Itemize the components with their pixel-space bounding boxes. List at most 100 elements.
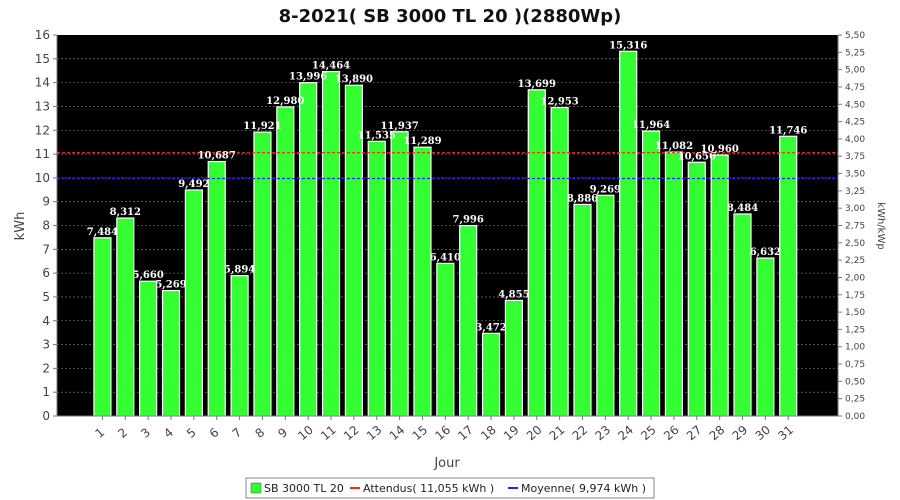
y-tick-label: 8 <box>42 219 50 233</box>
x-tick-label: 14 <box>387 423 408 444</box>
y-tick-label: 15 <box>35 52 50 66</box>
y-right-tick-label: 3,75 <box>845 152 865 162</box>
data-label: 9,269 <box>590 184 621 195</box>
data-label: 7,484 <box>87 227 118 238</box>
bar <box>253 131 272 417</box>
bar <box>161 289 181 417</box>
x-tick-label: 5 <box>184 425 199 441</box>
y-tick-label: 10 <box>35 171 50 185</box>
x-tick-label: 17 <box>455 423 476 444</box>
y-tick-label: 2 <box>42 361 50 375</box>
bar <box>207 160 226 417</box>
x-tick-label: 7 <box>230 425 245 441</box>
y-tick-label: 11 <box>35 147 50 161</box>
data-label: 11,535 <box>358 130 396 141</box>
bar <box>664 151 684 417</box>
y-tick-label: 4 <box>42 314 50 328</box>
x-tick-label: 6 <box>207 425 222 441</box>
x-tick-label: 2 <box>115 425 130 441</box>
legend-frame <box>245 477 655 499</box>
y-right-tick-label: 4,00 <box>845 135 865 145</box>
y-right-tick-label: 3,00 <box>845 204 865 214</box>
y-axis-right-ticks: 0,00 0,25 0,50 0,75 1,00 1,25 1,50 1,75 2,00 2,25… <box>838 31 865 422</box>
y-right-tick-label: 0,00 <box>845 412 865 422</box>
bar <box>184 189 203 417</box>
y-right-tick-label: 5,25 <box>845 48 865 58</box>
data-label: 10,687 <box>198 151 236 162</box>
bar <box>596 194 615 417</box>
bar <box>436 262 455 417</box>
bar <box>367 140 386 417</box>
x-tick-label: 13 <box>364 423 385 444</box>
x-tick-label: 31 <box>775 423 796 444</box>
y-right-tick-label: 0,25 <box>845 395 865 405</box>
data-label: 11,289 <box>403 136 441 147</box>
reference-lines <box>57 152 838 180</box>
data-label: 8,484 <box>727 203 758 214</box>
y-tick-label: 6 <box>42 266 50 280</box>
data-label: 13,996 <box>289 72 327 83</box>
data-label: 9,492 <box>178 179 209 190</box>
bar <box>481 332 501 417</box>
y-tick-label: 0 <box>42 409 50 423</box>
y-tick-label: 12 <box>35 123 50 137</box>
data-label: 5,660 <box>132 270 163 281</box>
y-tick-label: 5 <box>42 290 50 304</box>
y-right-tick-label: 2,00 <box>845 273 865 283</box>
x-tick-label: 25 <box>638 423 659 444</box>
data-label: 11,746 <box>769 125 807 136</box>
x-tick-label: 24 <box>615 423 636 444</box>
x-tick-label: 21 <box>547 423 568 444</box>
y-right-tick-label: 1,25 <box>845 325 865 335</box>
legend-label-average: Moyenne( 9,974 kWh ) <box>521 482 646 495</box>
data-label: 11,082 <box>655 141 693 152</box>
x-tick-label: 10 <box>295 423 316 444</box>
x-tick-label: 30 <box>752 423 773 444</box>
x-tick-label: 3 <box>138 425 153 441</box>
bar <box>733 213 752 417</box>
data-label: 11,964 <box>632 120 670 131</box>
data-label: 7,996 <box>453 215 484 226</box>
x-tick-label: 27 <box>684 423 705 444</box>
y-right-tick-label: 2,50 <box>845 239 865 249</box>
x-tick-label: 15 <box>410 423 431 444</box>
y-right-tick-label: 1,75 <box>845 291 865 301</box>
chart-title: 8-2021( SB 3000 TL 20 )(2880Wp) <box>279 6 622 27</box>
y-right-tick-label: 0,50 <box>845 377 865 387</box>
y-tick-label: 16 <box>35 28 50 42</box>
data-label: 10,656 <box>678 151 716 162</box>
bar <box>619 50 638 417</box>
data-label: 11,921 <box>243 121 281 132</box>
data-label: 8,312 <box>110 207 141 218</box>
bars <box>93 50 798 417</box>
y-right-tick-label: 2,75 <box>845 222 865 232</box>
data-label: 14,464 <box>312 61 350 72</box>
bar <box>299 82 318 417</box>
y-right-tick-label: 4,25 <box>845 118 865 128</box>
data-label: 13,699 <box>518 79 556 90</box>
data-label: 3,472 <box>475 322 506 333</box>
y-tick-label: 7 <box>42 242 50 256</box>
bar <box>459 224 478 417</box>
data-label: 12,980 <box>266 96 304 107</box>
legend-label-expected: Attendus( 11,055 kWh ) <box>363 482 494 495</box>
y-right-tick-label: 5,50 <box>845 31 865 41</box>
x-tick-label: 29 <box>730 423 751 444</box>
y-right-tick-label: 4,50 <box>845 100 865 110</box>
data-label: 6,632 <box>750 247 781 258</box>
y-tick-label: 13 <box>35 99 50 113</box>
data-label: 5,269 <box>155 280 186 291</box>
data-label: 10,960 <box>701 144 739 155</box>
bar <box>710 154 729 417</box>
bar <box>230 275 249 417</box>
x-tick-label: 26 <box>661 423 682 444</box>
x-tick-label: 11 <box>318 423 339 444</box>
bar <box>550 106 569 417</box>
y-right-tick-label: 3,25 <box>845 187 865 197</box>
bar <box>573 203 592 417</box>
bar <box>321 70 341 417</box>
legend-label-series: SB 3000 TL 20 <box>264 482 344 495</box>
